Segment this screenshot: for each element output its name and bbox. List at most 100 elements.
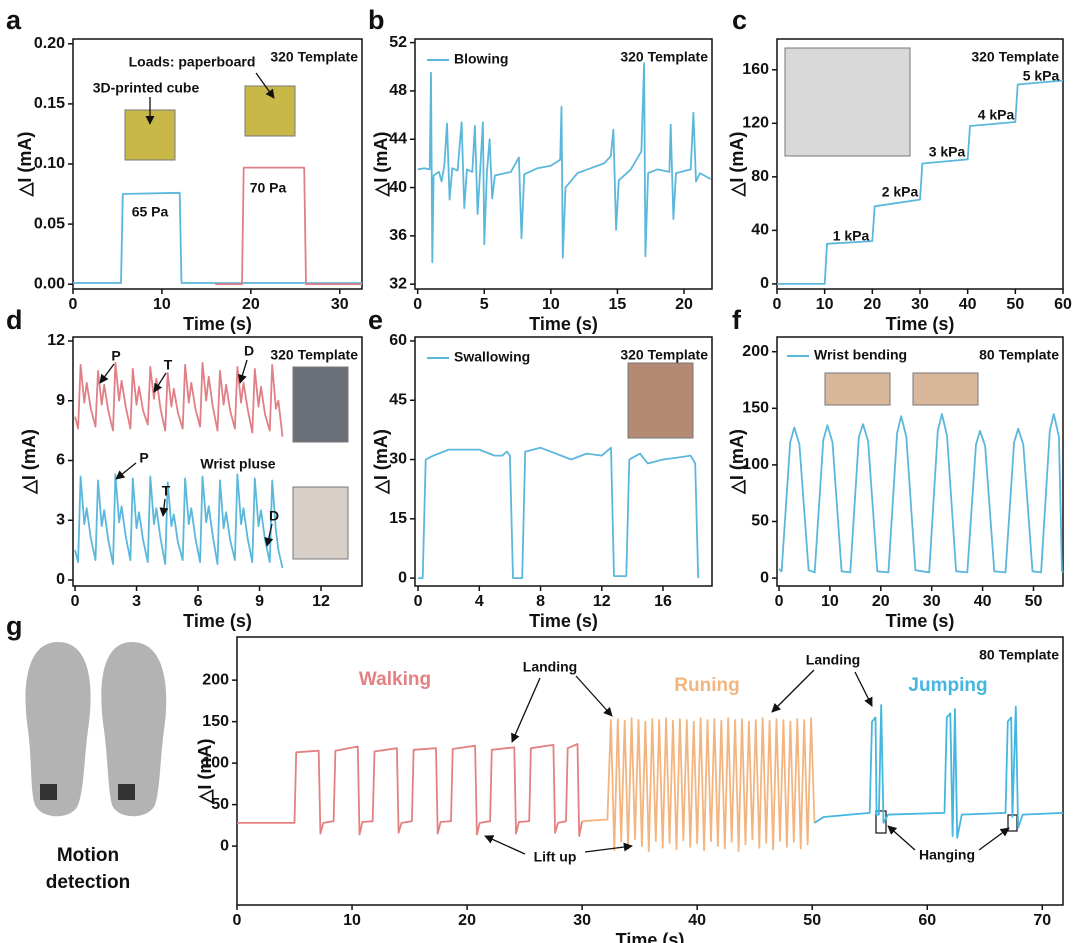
y-tick-label: 150	[742, 400, 769, 417]
x-tick-label: 5	[480, 296, 489, 313]
arrow	[584, 842, 633, 853]
y-tick-label: 160	[742, 61, 769, 78]
arrow	[99, 363, 115, 384]
x-tick-label: 10	[821, 593, 839, 610]
template-label: 80 Template	[979, 347, 1059, 363]
template-label: 80 Template	[979, 647, 1059, 663]
plot-frame	[72, 38, 363, 290]
annotation: Landing	[523, 659, 577, 675]
arrow	[264, 523, 274, 547]
x-tick-label: 20	[872, 593, 890, 610]
annotation: 1 kPa	[833, 228, 870, 244]
y-tick-label: 12	[47, 332, 65, 349]
data-line	[582, 717, 816, 852]
template-label: 320 Template	[620, 49, 708, 65]
photo	[292, 486, 349, 560]
arrow	[854, 671, 873, 707]
annotation: Hanging	[919, 847, 975, 863]
insole-right	[101, 642, 167, 817]
y-axis-label: △I (mA)	[19, 429, 39, 495]
x-tick-label: 60	[1054, 296, 1072, 313]
y-tick-label: 30	[389, 451, 407, 468]
x-tick-label: 0	[414, 593, 423, 610]
x-tick-label: 50	[1006, 296, 1024, 313]
x-tick-label: 30	[573, 912, 591, 929]
data-line	[777, 79, 1064, 285]
insole-left	[25, 642, 91, 817]
annotation: 2 kPa	[882, 184, 919, 200]
x-axis-label: Time (s)	[886, 314, 955, 334]
panel-letter: g	[6, 611, 23, 641]
series-label: Walking	[359, 669, 431, 690]
x-tick-label: 20	[242, 296, 260, 313]
x-tick-label: 12	[312, 593, 330, 610]
y-tick-label: 100	[202, 754, 229, 771]
panel-letter: c	[732, 5, 747, 35]
annotation: T	[162, 483, 171, 499]
hanging-box	[875, 810, 887, 834]
x-axis-label: Time (s)	[616, 930, 685, 943]
annotation: 4 kPa	[978, 107, 1015, 123]
arrow	[978, 827, 1010, 851]
y-tick-label: 50	[751, 513, 769, 530]
x-tick-label: 40	[974, 593, 992, 610]
x-tick-label: 70	[1033, 912, 1051, 929]
legend-label: Wrist bending	[814, 347, 907, 363]
x-tick-label: 10	[816, 296, 834, 313]
y-tick-label: 0.20	[34, 35, 65, 52]
plot-frame	[236, 636, 1064, 906]
x-tick-label: 12	[593, 593, 611, 610]
photo	[784, 47, 911, 157]
arrow	[238, 359, 248, 384]
y-tick-label: 80	[751, 168, 769, 185]
photo	[292, 366, 349, 443]
x-tick-label: 0	[69, 296, 78, 313]
annotation: D	[244, 343, 254, 359]
data-line	[237, 743, 583, 837]
arrow	[887, 825, 916, 851]
y-tick-label: 120	[742, 115, 769, 132]
y-tick-label: 9	[56, 392, 65, 409]
annotation: 5 kPa	[1023, 68, 1060, 84]
x-axis-label: Time (s)	[529, 314, 598, 334]
y-tick-label: 50	[211, 796, 229, 813]
series-label: Runing	[674, 675, 739, 696]
y-axis-label: △I (mA)	[727, 132, 747, 198]
x-tick-label: 10	[542, 296, 560, 313]
x-tick-label: 0	[413, 296, 422, 313]
y-tick-label: 45	[389, 391, 407, 408]
y-tick-label: 3	[56, 511, 65, 528]
x-tick-label: 20	[863, 296, 881, 313]
photo	[824, 372, 891, 406]
series-label: Jumping	[908, 675, 987, 696]
y-axis-label: △I (mA)	[195, 739, 215, 805]
y-tick-label: 200	[742, 343, 769, 360]
annotation: 70 Pa	[250, 180, 287, 196]
sensor	[40, 784, 57, 800]
y-axis-label: △I (mA)	[371, 429, 391, 495]
x-tick-label: 9	[255, 593, 264, 610]
y-axis-label: △I (mA)	[727, 429, 747, 495]
panel-letter: b	[368, 5, 385, 35]
sensor	[118, 784, 135, 800]
plot-frame	[414, 38, 713, 290]
x-tick-label: 4	[475, 593, 484, 610]
data-line	[74, 473, 284, 569]
arrow	[771, 669, 815, 713]
y-tick-label: 150	[202, 713, 229, 730]
x-axis-label: Time (s)	[183, 314, 252, 334]
arrow	[511, 677, 541, 743]
arrow	[153, 372, 167, 393]
template-label: 320 Template	[270, 347, 358, 363]
x-axis-label: Time (s)	[886, 611, 955, 631]
panel-letter: f	[732, 305, 742, 335]
x-tick-label: 30	[911, 296, 929, 313]
photo	[912, 372, 979, 406]
y-tick-label: 0	[760, 569, 769, 586]
x-axis-label: Time (s)	[529, 611, 598, 631]
arrow	[484, 835, 526, 855]
y-tick-label: 0	[398, 569, 407, 586]
x-tick-label: 6	[194, 593, 203, 610]
x-tick-label: 10	[153, 296, 171, 313]
